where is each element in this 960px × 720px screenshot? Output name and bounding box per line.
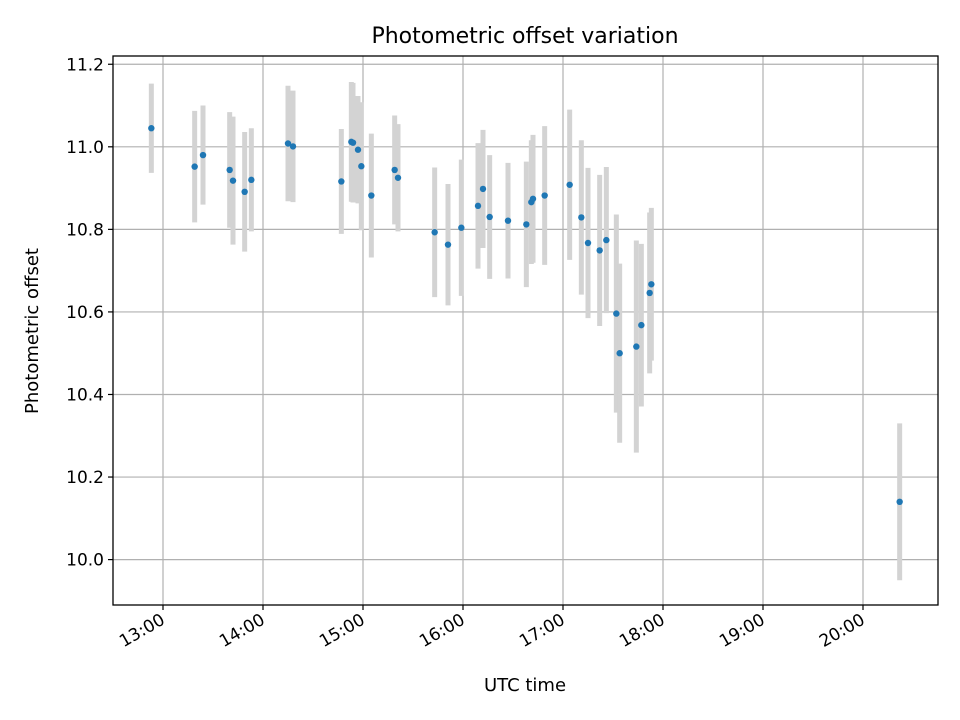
data-point	[289, 143, 297, 150]
data-point	[444, 241, 452, 248]
data-point	[486, 213, 493, 221]
data-point	[578, 214, 585, 221]
x-tick-label: 18:00	[616, 610, 668, 652]
data-point	[199, 151, 207, 159]
y-tick-label: 10.6	[66, 303, 104, 323]
data-point	[633, 343, 640, 350]
data-point	[603, 236, 610, 244]
data-point	[191, 163, 198, 170]
x-tick-label: 14:00	[216, 610, 268, 652]
data-point	[226, 166, 233, 174]
chart-title: Photometric offset variation	[371, 24, 678, 49]
data-point	[284, 140, 292, 147]
x-axis-label: UTC time	[484, 675, 566, 696]
data-point	[648, 281, 655, 288]
data-point	[248, 176, 255, 184]
data-point	[368, 192, 375, 199]
data-point	[584, 239, 592, 247]
y-tick-label: 10.8	[66, 220, 104, 240]
data-point	[349, 139, 357, 146]
data-point	[474, 202, 482, 210]
y-axis-label: Photometric offset	[22, 248, 43, 414]
data-point	[229, 177, 237, 184]
data-point	[394, 174, 402, 181]
data-point	[529, 195, 537, 203]
data-point	[613, 310, 620, 317]
data-point	[148, 125, 155, 132]
x-tick-label: 20:00	[816, 610, 868, 652]
data-point	[241, 188, 248, 196]
y-tick-label: 10.2	[66, 468, 104, 488]
data-point	[479, 185, 487, 193]
data-point	[596, 247, 603, 254]
data-point	[338, 178, 345, 185]
data-point	[566, 181, 573, 188]
y-tick-label: 11.0	[66, 138, 104, 158]
data-point	[431, 229, 438, 236]
data-point	[358, 163, 365, 170]
y-tick-label: 10.0	[66, 551, 104, 571]
data-point	[541, 192, 548, 199]
y-tick-label: 11.2	[66, 55, 104, 75]
y-tick-label: 10.4	[66, 385, 104, 405]
x-tick-label: 19:00	[716, 610, 768, 652]
data-points	[148, 125, 903, 506]
data-point	[354, 146, 362, 153]
data-point	[896, 498, 903, 506]
x-tick-label: 13:00	[116, 610, 168, 652]
data-point	[646, 289, 653, 297]
data-point	[504, 217, 512, 224]
plot-frame	[112, 55, 939, 606]
ticks: 13:00 14:00 15:00 16:00 17:00 18:00 19:00 20:00…	[66, 55, 868, 652]
data-point	[458, 224, 465, 231]
grid	[113, 56, 938, 605]
data-point	[616, 350, 623, 357]
x-tick-label: 15:00	[316, 610, 368, 652]
x-tick-label: 17:00	[516, 610, 568, 652]
data-point	[638, 321, 645, 329]
data-point	[523, 221, 530, 228]
data-point	[391, 166, 398, 174]
x-tick-label: 16:00	[416, 610, 468, 652]
